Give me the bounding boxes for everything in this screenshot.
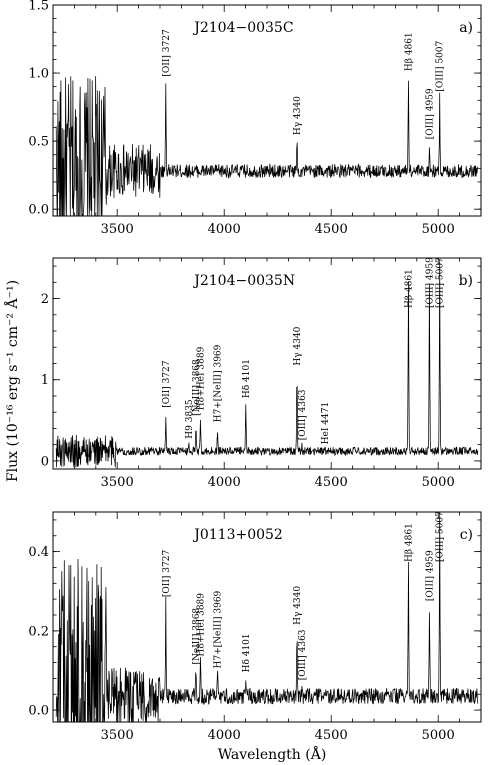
line-annotation: [OII] 3727 <box>162 550 172 598</box>
line-annotation: [OIII] 5007 <box>436 257 446 308</box>
y-tick-label: 2 <box>41 292 49 307</box>
line-annotation: [NeIII] 3868 <box>192 608 202 665</box>
line-annotation: [OIII] 4959 <box>425 88 435 139</box>
spectrum-line <box>55 259 479 468</box>
line-annotation: H8+HeI 3889 <box>196 346 206 410</box>
line-annotation: [OIII] 4363 <box>298 629 308 680</box>
line-annotation: H8+HeI 3889 <box>196 593 206 657</box>
spectrum-line <box>55 511 479 723</box>
spectrum-panel: 3500 4000 4500 5000 0.0 0.2 0.4 J0113+0052 c) [OI… <box>28 511 482 743</box>
line-annotation: Hδ 4101 <box>242 633 252 672</box>
line-annotation: Hδ 4101 <box>242 359 252 398</box>
x-tick-label: 5000 <box>422 475 455 490</box>
y-tick-label: 1 <box>41 373 49 388</box>
line-annotation: H7+[NeIII] 3969 <box>214 590 224 668</box>
y-tick-label: 0.5 <box>28 135 49 150</box>
line-annotation: Hγ 4340 <box>293 586 303 625</box>
plot-frame <box>52 257 482 470</box>
y-tick-label: 0.0 <box>28 203 49 218</box>
spectrum-panel: 3500 4000 4500 5000 0.0 0.5 1.0 1.5 J2104−0035C a… <box>28 0 482 237</box>
y-axis-label: Flux (10⁻¹⁶ erg s⁻¹ cm⁻² Å⁻¹) <box>3 280 21 482</box>
panel-title: J2104−0035N <box>192 273 295 289</box>
line-annotation: [OII] 3727 <box>162 29 172 77</box>
panel-label: b) <box>459 273 473 289</box>
panel-title: J0113+0052 <box>192 527 283 543</box>
line-annotation: [OIII] 5007 <box>436 40 446 91</box>
line-annotation: Hγ 4340 <box>293 326 303 365</box>
x-tick-label: 3500 <box>101 222 134 237</box>
line-annotation: [OIII] 5007 <box>436 511 446 562</box>
line-annotation: Hβ 4861 <box>405 269 415 308</box>
line-annotation: Hγ 4340 <box>293 96 303 135</box>
line-annotation: H9 3835 <box>185 399 195 439</box>
panel-label: c) <box>460 527 473 543</box>
line-annotation: [OIII] 4363 <box>298 389 308 440</box>
spectrum-line <box>55 76 479 217</box>
spectrum-panel: 3500 4000 4500 5000 0 1 2 J2104−0035N b) [OII] 37… <box>41 257 482 490</box>
x-tick-label: 4000 <box>208 475 241 490</box>
y-tick-label: 0.2 <box>28 624 49 639</box>
line-annotation: Hβ 4861 <box>405 523 415 562</box>
x-tick-label: 4000 <box>208 222 241 237</box>
panel-label: a) <box>459 20 473 36</box>
line-annotation: H7+[NeIII] 3969 <box>214 344 224 422</box>
line-annotation: HeI 4471 <box>321 402 331 445</box>
x-axis-label: Wavelength (Å) <box>218 745 327 763</box>
line-annotation: Hβ 4861 <box>405 32 415 71</box>
y-tick-label: 0 <box>41 454 49 469</box>
x-tick-label: 3500 <box>101 728 134 743</box>
x-tick-label: 5000 <box>422 222 455 237</box>
y-tick-label: 0.0 <box>28 704 49 719</box>
line-annotation: [OII] 3727 <box>162 360 172 408</box>
line-annotation: [OIII] 4959 <box>425 550 435 601</box>
x-tick-label: 4500 <box>315 728 348 743</box>
y-tick-label: 1.0 <box>28 67 49 82</box>
y-tick-label: 0.4 <box>28 545 49 560</box>
panel-title: J2104−0035C <box>192 20 293 36</box>
line-annotation: [OIII] 4959 <box>425 257 435 308</box>
x-tick-label: 3500 <box>101 475 134 490</box>
line-annotation: [NeIII] 3868 <box>192 359 202 416</box>
y-tick-label: 1.5 <box>28 0 49 14</box>
x-tick-label: 4500 <box>315 222 348 237</box>
x-tick-label: 4500 <box>315 475 348 490</box>
x-tick-label: 4000 <box>208 728 241 743</box>
x-tick-label: 5000 <box>422 728 455 743</box>
